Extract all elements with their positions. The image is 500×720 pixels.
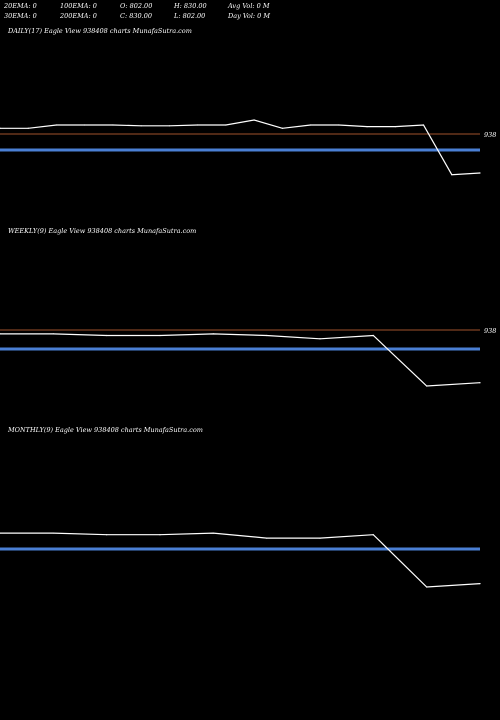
price-point [140,125,142,127]
price-point [52,532,54,534]
weekly-chart-title: WEEKLY(9) Eagle View 938408 charts Munaf… [8,227,197,235]
price-point [55,124,58,126]
price-point [197,124,199,126]
price-point [426,385,428,387]
price-point [106,534,108,536]
price-line [0,532,481,588]
price-point [426,586,428,588]
price-point [372,534,374,536]
price-point [168,125,171,127]
price-point [338,124,340,126]
ema30-label: 30EMA: 0 [4,12,37,20]
day-vol-label: Day Vol: 0 M [228,12,271,20]
price-point [479,172,481,174]
price-point [266,537,268,539]
price-point [366,126,368,128]
price-point [159,534,161,536]
price-point [212,333,214,335]
level-label: 938 [484,131,496,139]
price-point [479,382,481,384]
low-label: L: 802.00 [174,12,206,20]
price-point [0,333,1,335]
ema20-label: 20EMA: 0 [4,2,37,10]
price-point [309,124,312,126]
price-point [106,334,108,337]
ema100-label: 100EMA: 0 [60,2,97,10]
high-label: H: 830.00 [174,2,207,10]
level-label: 938 [484,327,496,335]
price-point [479,583,481,585]
price-point [0,532,1,534]
price-point [281,127,283,129]
price-point [394,126,396,128]
price-point [266,334,268,337]
price-line [0,333,481,387]
price-point [225,124,227,126]
price-point [319,537,321,539]
monthly-chart-title: MONTHLY(9) Eagle View 938408 charts Muna… [8,426,203,434]
price-point [422,124,425,126]
avg-vol-label: Avg Vol: 0 M [228,2,270,10]
price-point [112,124,114,126]
daily-chart-title: DAILY(17) Eagle View 938408 charts Munaf… [8,27,192,35]
price-line [0,119,481,176]
open-label: O: 802.00 [120,2,153,10]
price-point [253,119,255,121]
price-point [451,174,453,176]
price-point [84,124,86,126]
price-point [212,532,214,534]
price-point [0,127,1,129]
price-point [319,338,321,340]
price-point [159,334,161,337]
price-point [52,333,54,335]
price-point [372,334,374,337]
price-point [27,127,29,129]
ema200-label: 200EMA: 0 [60,12,97,20]
close-label: C: 830.00 [120,12,152,20]
